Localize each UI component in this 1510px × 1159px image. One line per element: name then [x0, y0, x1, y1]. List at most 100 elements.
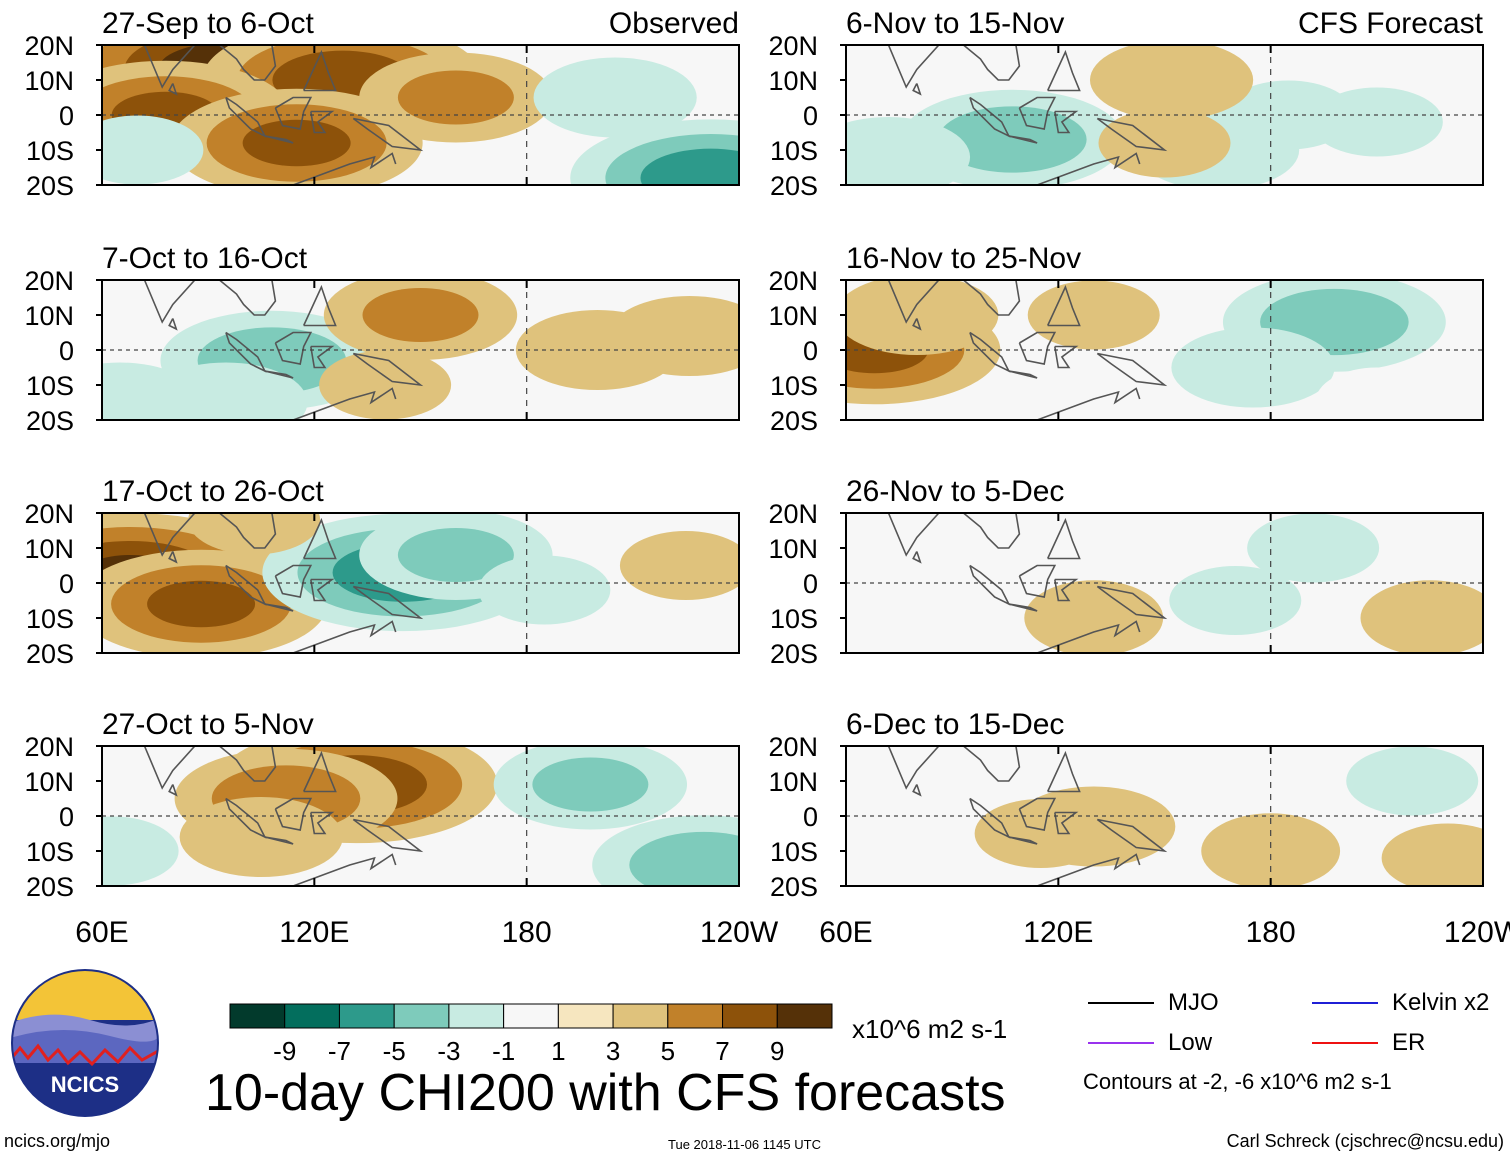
lat-tick-label: 0 [803, 101, 818, 131]
lat-tick-label: 20N [768, 31, 818, 61]
legend-line-er [1312, 1042, 1378, 1044]
coastline [912, 551, 922, 564]
coastline [1018, 96, 1057, 130]
coastline [969, 564, 1011, 606]
coastline [274, 797, 313, 831]
anomaly-contour [1024, 580, 1164, 653]
map-panel-0-0: 27-Sep to 6-Oct Observed 20N 10N 0 10S 20S [24, 7, 740, 201]
chi200-field [846, 746, 1483, 886]
anomaly-contour [188, 513, 321, 555]
colorbar-swatch [448, 1003, 505, 1029]
lat-tick-label: 0 [59, 336, 74, 366]
lon-tick-label: 120E [1023, 916, 1093, 949]
coastline [292, 152, 397, 185]
map-panel-1-0: 6-Nov to 15-Nov CFS Forecast 20N 10N 0 10S 20S [768, 7, 1484, 201]
colorbar-tick-label: 1 [551, 1036, 565, 1066]
anomaly-contour [1201, 813, 1341, 886]
coastline [1036, 152, 1141, 185]
map-panel-0-1: 7-Oct to 16-Oct 20N 10N 0 10S 20S [24, 242, 740, 436]
colorbar-swatch [722, 1003, 778, 1029]
lat-tick-label: 10N [768, 66, 818, 96]
anomaly-contour [397, 70, 514, 125]
column-header: Observed [609, 7, 739, 40]
coastline [1018, 331, 1057, 365]
colorbar-tick-label: 9 [770, 1036, 784, 1066]
lat-tick-label: 20S [770, 171, 818, 201]
coastline [352, 818, 424, 853]
legend-label: ER [1392, 1029, 1426, 1056]
lat-tick-label: 20S [770, 872, 818, 902]
lat-tick-label: 0 [59, 101, 74, 131]
lon-tick-label: 120W [1444, 916, 1510, 949]
colorbar-tick-label: -3 [437, 1036, 460, 1066]
lat-tick-label: 20N [768, 266, 818, 296]
anomaly-contour [532, 757, 649, 812]
longitude-axis: 60E 120E 180 120W 60E 120E 180 120W [75, 916, 1510, 949]
coastline [310, 110, 335, 134]
coastline [264, 135, 294, 144]
lat-tick-label: 10S [26, 371, 74, 401]
coastline [887, 280, 1021, 324]
coastline [264, 370, 294, 379]
anomaly-contour [974, 799, 1107, 868]
anomaly-contour [640, 148, 739, 185]
lat-tick-label: 0 [59, 802, 74, 832]
lon-tick-label: 60E [75, 916, 128, 949]
colorbar-swatch [393, 1003, 450, 1029]
coastline [1008, 135, 1038, 144]
legend-item-low: Low [1088, 1029, 1212, 1057]
lat-tick-label: 20S [770, 639, 818, 669]
legend-item-kelvin: Kelvin x2 [1312, 989, 1489, 1017]
chi200-field [846, 513, 1483, 653]
anomaly-contour [533, 57, 697, 138]
chi200-field [846, 45, 1483, 185]
anomaly-contour [1310, 87, 1443, 157]
anomaly-contour [846, 280, 999, 355]
coastline [1054, 345, 1079, 369]
anomaly-contour [102, 115, 204, 185]
coastline [1096, 818, 1168, 853]
coastline [225, 331, 267, 373]
coastline [310, 578, 335, 602]
colorbar-swatch [338, 1003, 395, 1029]
lat-tick-label: 10S [26, 837, 74, 867]
lat-tick-label: 10S [770, 136, 818, 166]
lat-tick-label: 10N [24, 301, 74, 331]
lon-tick-label: 60E [819, 916, 872, 949]
footer-author: Carl Schreck (cjschrec@ncsu.edu) [1226, 1131, 1504, 1151]
panel-period-label: 7-Oct to 16-Oct [102, 242, 308, 275]
anomaly-contour [147, 580, 256, 628]
colorbar-tick-label: 7 [715, 1036, 729, 1066]
coastline [1054, 110, 1079, 134]
colorbar-tick-label: 3 [606, 1036, 620, 1066]
panel-period-label: 6-Nov to 15-Nov [846, 7, 1064, 40]
coastline [1096, 585, 1168, 620]
lat-tick-label: 20S [26, 171, 74, 201]
legend-line-mjo [1088, 1002, 1154, 1004]
anomaly-contour [607, 296, 739, 376]
lat-tick-label: 10S [770, 604, 818, 634]
coastline [912, 318, 922, 331]
coastline [1046, 49, 1081, 92]
anomaly-contour [938, 106, 1087, 173]
anomaly-contour [908, 513, 1032, 566]
coastline [887, 513, 1021, 557]
anomaly-contour [102, 816, 179, 886]
colorbar-tick-label: -7 [328, 1036, 351, 1066]
coastline [1036, 620, 1141, 653]
lat-tick-label: 10N [768, 767, 818, 797]
anomaly-contour [846, 117, 971, 185]
anomaly-contour [1027, 280, 1160, 350]
chi200-field [102, 513, 739, 653]
anomaly-contour [1169, 566, 1302, 635]
map-panel-0-3: 27-Oct to 5-Nov 20N 10N 0 10S 20S [24, 708, 740, 902]
coastline [168, 551, 178, 564]
anomaly-contour [629, 831, 739, 886]
lat-tick-label: 10N [768, 534, 818, 564]
panel-period-label: 16-Nov to 25-Nov [846, 242, 1081, 275]
coastline [1046, 750, 1081, 793]
anomaly-contour [1315, 367, 1439, 420]
anomaly-contour [478, 555, 611, 625]
panel-period-label: 17-Oct to 26-Oct [102, 475, 324, 508]
